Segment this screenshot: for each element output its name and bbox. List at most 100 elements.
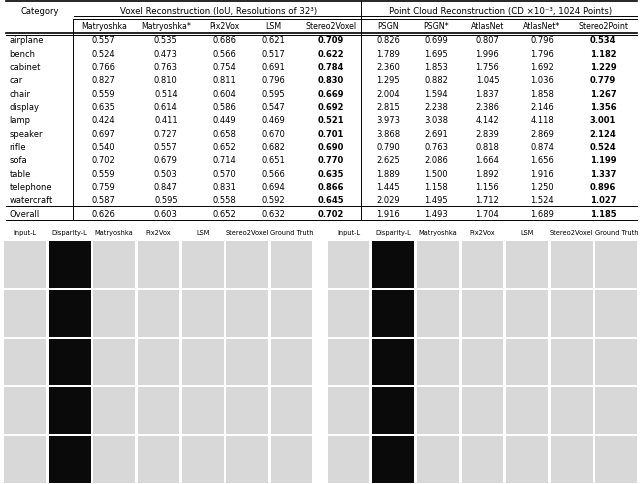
Text: 4.118: 4.118 [530,116,554,125]
Text: 1.500: 1.500 [424,169,448,178]
Bar [506,242,548,288]
Bar [506,388,548,434]
Text: 0.604: 0.604 [212,90,236,98]
Text: 0.535: 0.535 [154,36,178,45]
Text: 1.704: 1.704 [476,209,499,218]
Text: Category: Category [21,7,60,15]
Text: 0.697: 0.697 [92,129,116,138]
Bar [226,242,268,288]
Text: 0.449: 0.449 [212,116,236,125]
Text: 0.540: 0.540 [92,143,116,151]
Bar [226,388,268,434]
Bar [461,290,503,337]
Text: sofa: sofa [10,156,28,165]
Bar [93,436,135,483]
Text: 0.763: 0.763 [424,143,448,151]
Text: 0.559: 0.559 [92,169,116,178]
Text: Point Cloud Reconstruction (CD ×10⁻³, 1024 Points): Point Cloud Reconstruction (CD ×10⁻³, 10… [389,7,612,15]
Text: 0.682: 0.682 [262,143,285,151]
Text: 0.557: 0.557 [154,143,178,151]
Text: 2.691: 2.691 [424,129,448,138]
Text: 0.686: 0.686 [212,36,236,45]
Text: 1.858: 1.858 [530,90,554,98]
Text: 1.689: 1.689 [530,209,554,218]
Bar [271,339,312,386]
Text: 1.695: 1.695 [424,49,448,59]
Text: 0.469: 0.469 [262,116,285,125]
Text: 1.495: 1.495 [424,196,448,205]
Bar [49,388,91,434]
Bar [328,388,369,434]
Text: 0.727: 0.727 [154,129,178,138]
Text: 1.337: 1.337 [590,169,616,178]
Text: 1.594: 1.594 [424,90,448,98]
Text: 0.827: 0.827 [92,76,116,85]
Bar [461,339,503,386]
Text: 2.238: 2.238 [424,103,448,112]
Text: rifle: rifle [10,143,26,151]
Bar [182,388,223,434]
Text: 1.853: 1.853 [424,63,448,72]
Text: 0.770: 0.770 [317,156,344,165]
Text: 0.714: 0.714 [212,156,236,165]
Text: 0.622: 0.622 [317,49,344,59]
Text: 0.796: 0.796 [530,36,554,45]
Bar [417,339,459,386]
Text: 1.892: 1.892 [476,169,499,178]
Bar [4,339,46,386]
Bar [49,339,91,386]
Text: 0.701: 0.701 [317,129,344,138]
Text: 0.559: 0.559 [92,90,116,98]
Text: 2.815: 2.815 [376,103,400,112]
Bar [49,436,91,483]
Text: 0.807: 0.807 [476,36,499,45]
Text: 2.360: 2.360 [376,63,400,72]
Bar [271,290,312,337]
Text: 1.889: 1.889 [376,169,400,178]
Text: Matryoshka: Matryoshka [95,230,133,236]
Bar [506,290,548,337]
Text: 0.831: 0.831 [212,182,236,192]
Bar [417,436,459,483]
Bar [551,290,593,337]
Text: AtlasNet: AtlasNet [471,22,504,31]
Text: 3.001: 3.001 [590,116,616,125]
Text: 0.882: 0.882 [424,76,448,85]
Text: 0.679: 0.679 [154,156,178,165]
Text: 1.250: 1.250 [531,182,554,192]
Text: 1.789: 1.789 [376,49,400,59]
Text: 0.614: 0.614 [154,103,178,112]
Text: 2.839: 2.839 [476,129,499,138]
Text: Pix2Vox: Pix2Vox [209,22,239,31]
Text: Stereo2Voxel: Stereo2Voxel [225,230,269,236]
Bar [461,388,503,434]
Text: 4.142: 4.142 [476,116,499,125]
Bar [138,242,179,288]
Text: 0.424: 0.424 [92,116,116,125]
Text: 0.411: 0.411 [154,116,178,125]
Text: 0.521: 0.521 [317,116,344,125]
Text: 0.517: 0.517 [262,49,285,59]
Text: 2.086: 2.086 [424,156,448,165]
Text: 3.973: 3.973 [376,116,400,125]
Text: Ground Truth: Ground Truth [595,230,638,236]
Text: 0.847: 0.847 [154,182,178,192]
Text: bench: bench [10,49,36,59]
Bar [595,242,637,288]
Bar [551,242,593,288]
Text: PSGN: PSGN [378,22,399,31]
Text: Disparity-L: Disparity-L [376,230,412,236]
Bar [372,290,414,337]
Bar [93,242,135,288]
Text: 0.566: 0.566 [262,169,285,178]
Bar [328,290,369,337]
Text: 1.045: 1.045 [476,76,499,85]
Text: 2.146: 2.146 [530,103,554,112]
Text: 0.503: 0.503 [154,169,178,178]
Bar [271,436,312,483]
Text: Matryoshka: Matryoshka [81,22,127,31]
Text: 0.818: 0.818 [476,143,499,151]
Text: 1.664: 1.664 [476,156,499,165]
Bar [138,339,179,386]
Text: 0.754: 0.754 [212,63,236,72]
